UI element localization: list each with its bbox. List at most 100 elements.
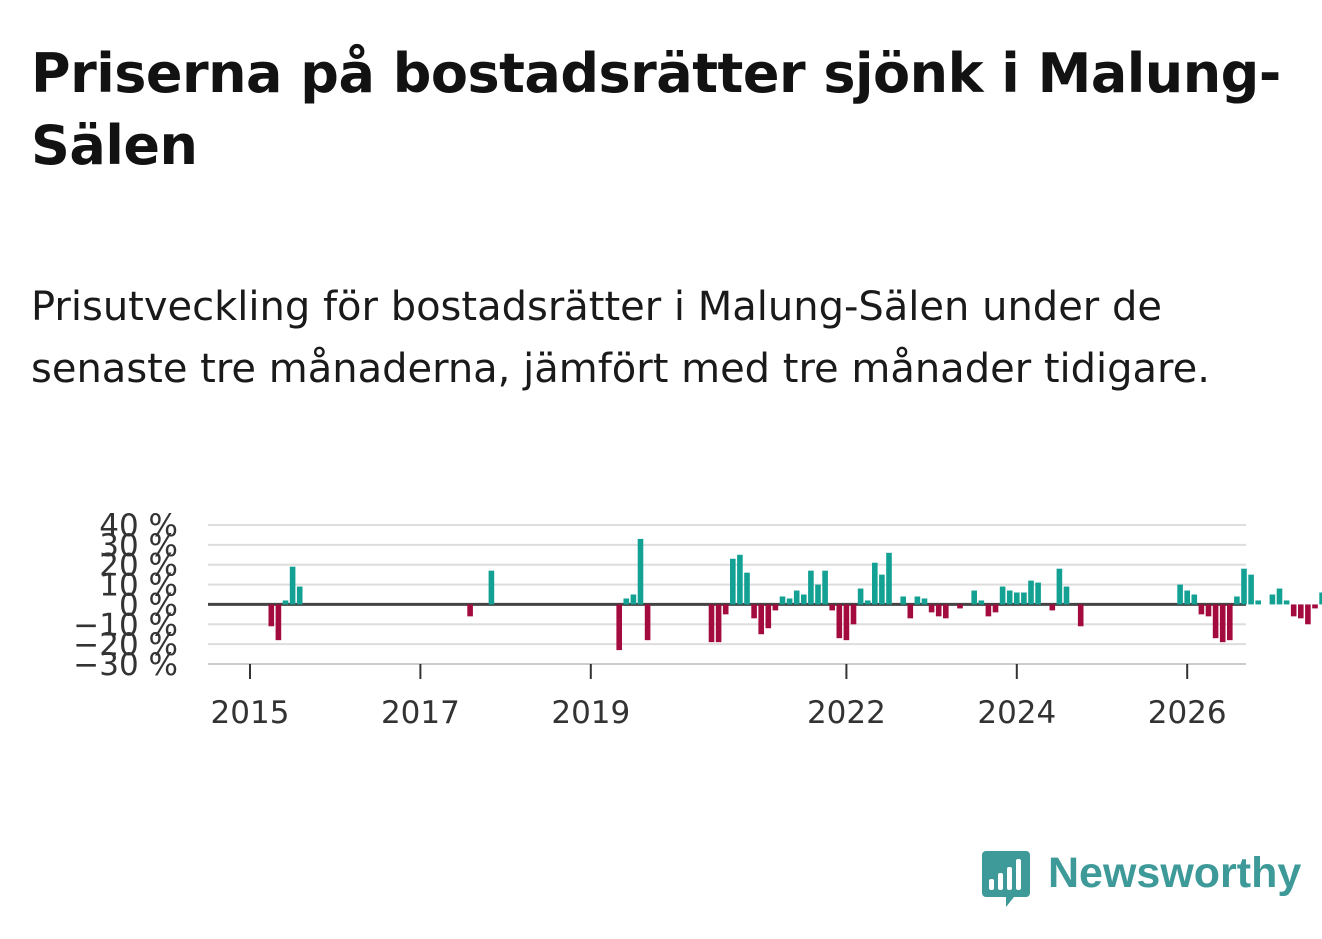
bar	[801, 594, 807, 605]
bar	[623, 598, 630, 605]
chart-subtitle: Prisutveckling för bostadsrätter i Malun…	[31, 284, 1210, 392]
bar	[957, 604, 963, 609]
bar	[758, 604, 764, 635]
bar	[1006, 590, 1013, 605]
y-axis-labels: 40 %30 %20 %10 %0 %−10 %−20 %−30 %	[73, 508, 178, 683]
bar	[992, 604, 999, 613]
bar	[282, 600, 289, 605]
bar	[275, 604, 282, 641]
bar	[1234, 596, 1240, 605]
bar	[289, 566, 296, 605]
brand-name: Newsworthy	[1048, 849, 1302, 897]
bar	[1184, 590, 1190, 605]
bar	[630, 594, 637, 605]
bar	[864, 600, 871, 605]
bar	[914, 596, 921, 605]
bar	[1248, 574, 1254, 605]
bar	[1312, 604, 1318, 609]
bar	[879, 574, 885, 605]
bar	[644, 604, 651, 641]
bar	[808, 570, 814, 605]
bar	[765, 604, 772, 629]
x-tick-label: 2022	[807, 695, 886, 731]
x-tick-label: 2026	[1148, 695, 1227, 731]
bar	[822, 570, 828, 605]
bar	[1298, 604, 1304, 619]
y-tick-label: −10 %	[73, 607, 178, 643]
bar	[1191, 594, 1198, 605]
bar	[715, 604, 722, 643]
bar	[1049, 604, 1056, 611]
bar	[935, 604, 942, 617]
bar	[850, 604, 857, 625]
bar	[467, 604, 473, 617]
bar	[268, 604, 275, 627]
bar-chart-speech-bubble-icon	[982, 851, 1030, 907]
bar	[886, 552, 892, 605]
bar	[900, 596, 906, 605]
bar	[921, 598, 928, 605]
bar-chart: 40 %30 %20 %10 %0 %−10 %−20 %−30 % 2015 2…	[73, 508, 1322, 731]
bar	[793, 590, 800, 605]
bar	[730, 558, 736, 605]
bar	[978, 600, 985, 605]
bar	[1014, 592, 1020, 605]
bar	[815, 584, 821, 605]
x-axis: 2015 2017 2019 2022 2024 2026	[208, 663, 1246, 731]
y-tick-label: 40 %	[99, 508, 178, 544]
bar	[943, 604, 949, 619]
bar	[829, 604, 835, 611]
bar	[1063, 586, 1070, 605]
bar	[1319, 592, 1322, 605]
x-tick-label: 2024	[977, 695, 1056, 731]
bar	[1028, 580, 1034, 605]
bar	[1227, 604, 1233, 641]
bar	[751, 604, 757, 619]
bar	[1198, 604, 1205, 615]
bar	[488, 570, 495, 605]
y-tick-label: 20 %	[99, 548, 178, 584]
bar	[1219, 604, 1226, 643]
y-tick-label: 30 %	[99, 528, 178, 564]
bar	[971, 590, 977, 605]
bar	[1035, 582, 1041, 605]
bar	[928, 604, 935, 613]
bar	[999, 586, 1006, 605]
bar	[1056, 568, 1063, 605]
bar	[779, 596, 786, 605]
bar	[1290, 604, 1297, 617]
page-title: Priserna på bostadsrätter sjönk i Malung…	[31, 42, 1281, 177]
newsworthy-logo: Newsworthy	[980, 849, 1302, 913]
x-tick-label: 2019	[551, 695, 630, 731]
bar	[1212, 604, 1219, 639]
bar	[296, 586, 303, 605]
y-tick-label: −20 %	[73, 627, 178, 663]
bar	[616, 604, 622, 651]
bar	[737, 554, 743, 605]
x-tick-label: 2015	[211, 695, 290, 731]
bar	[1269, 594, 1276, 605]
bar	[708, 604, 715, 643]
chart-bars	[268, 538, 1322, 651]
y-tick-label: 0 %	[119, 587, 178, 623]
chart-grid	[208, 524, 1246, 665]
bar	[985, 604, 992, 617]
bar	[1077, 604, 1084, 627]
bar	[722, 604, 729, 615]
x-tick-label: 2017	[381, 695, 460, 731]
bar	[772, 604, 779, 611]
bar	[1305, 604, 1311, 625]
bar	[872, 562, 878, 605]
bar	[836, 604, 843, 639]
bar	[637, 538, 644, 605]
bar	[786, 598, 793, 605]
bar	[744, 572, 750, 605]
y-tick-label: −30 %	[73, 647, 178, 683]
bar	[1177, 584, 1183, 605]
bar	[1255, 600, 1261, 605]
bar	[843, 604, 850, 641]
bar	[907, 604, 914, 619]
bar	[1205, 604, 1212, 617]
bar	[1283, 600, 1290, 605]
bar	[1241, 568, 1247, 605]
